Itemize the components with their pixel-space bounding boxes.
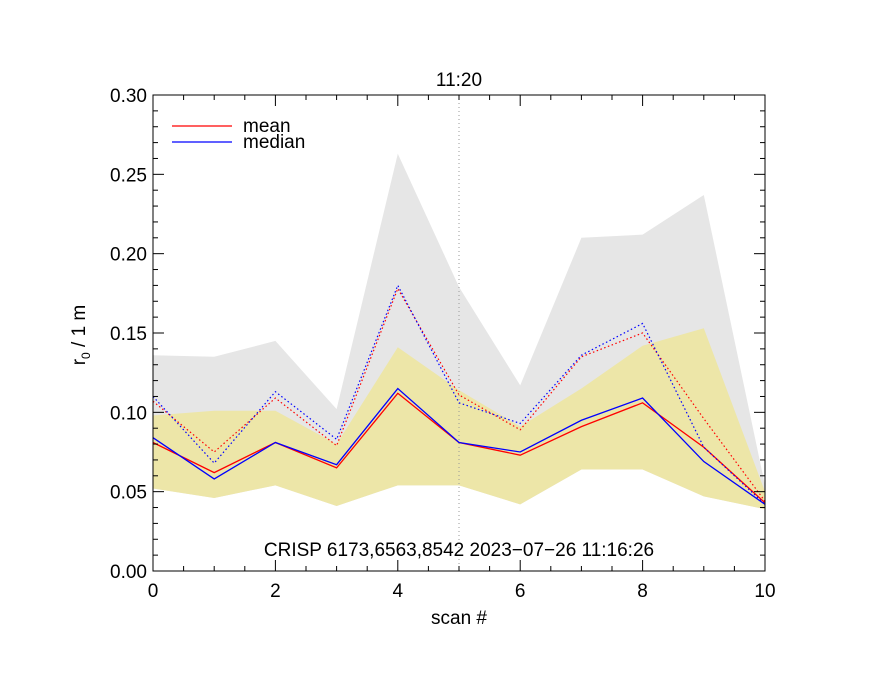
x-tick-label: 0 (148, 581, 159, 602)
x-tick-label: 4 (393, 581, 404, 602)
series-layer (152, 283, 766, 505)
x-tick-label: 8 (637, 581, 648, 602)
legend-label-mean: mean (243, 116, 291, 137)
series-line-2 (152, 287, 766, 502)
y-tick-label: 0.25 (110, 165, 147, 186)
x-axis-label: scan # (431, 608, 487, 629)
y-axis-label: r0 / 1 m (69, 305, 93, 366)
y-axis-label-rest: / 1 m (69, 305, 90, 353)
y-tick-label: 0.20 (110, 245, 147, 266)
envelope-yellow (153, 328, 765, 510)
svg-text:r0 / 1 m: r0 / 1 m (69, 305, 93, 366)
series-line-3 (152, 283, 766, 505)
y-tick-label: 0.00 (110, 562, 147, 583)
x-tick-label: 2 (270, 581, 281, 602)
annotation-text: CRISP 6173,6563,8542 2023−07−26 11:16:26 (264, 540, 654, 561)
y-tick-label: 0.05 (110, 483, 147, 504)
x-tick-label: 10 (754, 581, 775, 602)
x-tick-label: 6 (515, 581, 526, 602)
y-axis-label-subscript: 0 (79, 352, 93, 359)
tick-layer (152, 94, 766, 572)
series-line-1 (152, 387, 766, 505)
legend-label-median: median (243, 132, 305, 153)
y-axis-label-main: r (69, 358, 90, 365)
y-tick-label: 0.15 (110, 324, 147, 345)
y-tick-label: 0.10 (110, 403, 147, 424)
y-tick-label: 0.30 (110, 86, 147, 107)
chart-title: 11:20 (436, 70, 482, 91)
legend: mean median (172, 116, 305, 153)
tick-label-layer: 0 2 4 6 8 10 0.00 0.05 0.10 0.15 0.20 0.25 0.30 (110, 86, 776, 602)
